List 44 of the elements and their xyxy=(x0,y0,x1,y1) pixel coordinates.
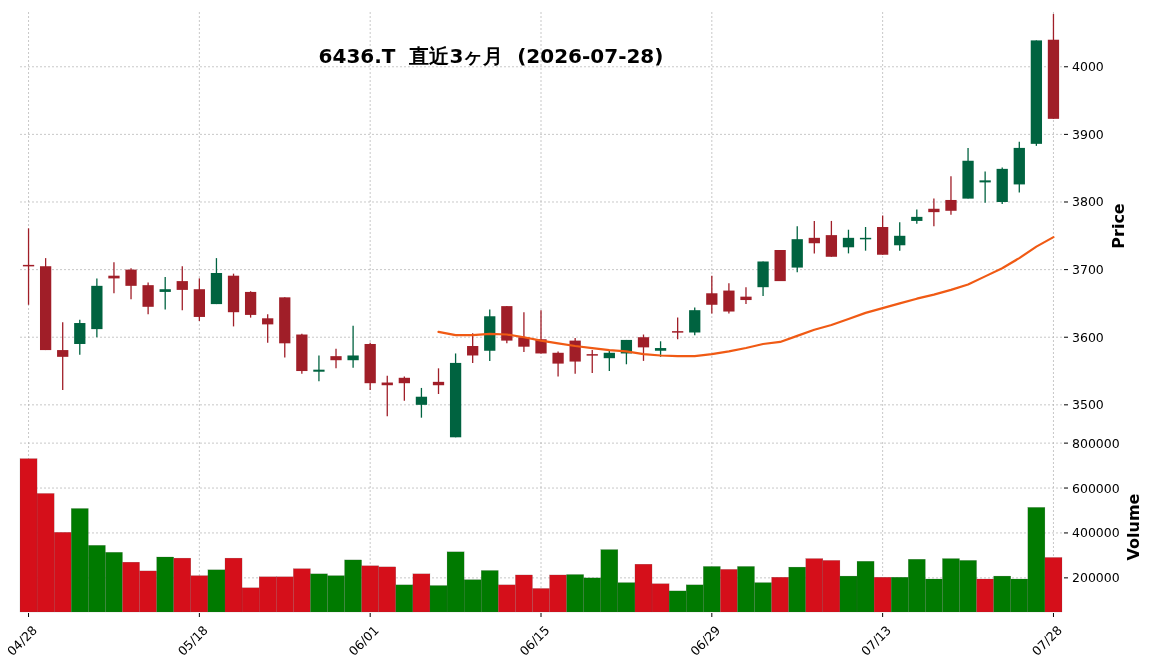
candlestick xyxy=(979,170,991,204)
candlestick xyxy=(945,175,957,216)
candlestick xyxy=(467,332,479,364)
candlestick xyxy=(552,350,564,378)
y-tick-label: 3700 xyxy=(1072,262,1104,278)
y-tick-label: 200000 xyxy=(1072,570,1120,586)
candlestick xyxy=(672,316,684,340)
candlestick xyxy=(347,325,359,369)
candlestick xyxy=(159,276,171,311)
y-axis-title: Volume xyxy=(1123,493,1143,561)
candlestick xyxy=(928,197,940,227)
candlestick xyxy=(125,267,137,301)
candlestick xyxy=(262,313,274,344)
y-tick-label: 3600 xyxy=(1072,329,1104,345)
y-tick-label: 600000 xyxy=(1072,480,1120,496)
candlestick xyxy=(723,282,735,315)
candlestick xyxy=(518,311,530,353)
candlestick xyxy=(57,321,69,391)
candlestick xyxy=(894,221,906,252)
candlestick xyxy=(706,275,718,315)
candlestick xyxy=(398,375,410,402)
y-tick-label: 4000 xyxy=(1072,59,1104,75)
candlestick xyxy=(244,290,257,319)
candlestick xyxy=(330,348,342,369)
candlestick xyxy=(637,333,650,362)
candlestick xyxy=(603,350,615,372)
candlestick xyxy=(142,281,154,315)
candlestick xyxy=(586,349,598,374)
candlestick xyxy=(176,265,188,311)
y-tick-label: 3500 xyxy=(1072,397,1104,413)
candlestick xyxy=(74,319,86,356)
candlestick xyxy=(808,220,820,255)
y-tick-label: 800000 xyxy=(1072,435,1120,451)
y-tick-label: 3800 xyxy=(1072,194,1104,210)
candlestick xyxy=(740,286,752,305)
candlestick xyxy=(842,229,855,255)
candlestick xyxy=(415,387,428,419)
y-axis-title: Price xyxy=(1108,203,1128,249)
candlestick xyxy=(689,306,701,336)
candlestick xyxy=(313,354,325,382)
candlestick xyxy=(825,220,838,258)
text: 6436.T 直近3ヶ月 (2026-07-28) xyxy=(318,44,664,68)
y-tick-label: 3900 xyxy=(1072,126,1104,142)
y-tick-label: 400000 xyxy=(1072,525,1120,541)
